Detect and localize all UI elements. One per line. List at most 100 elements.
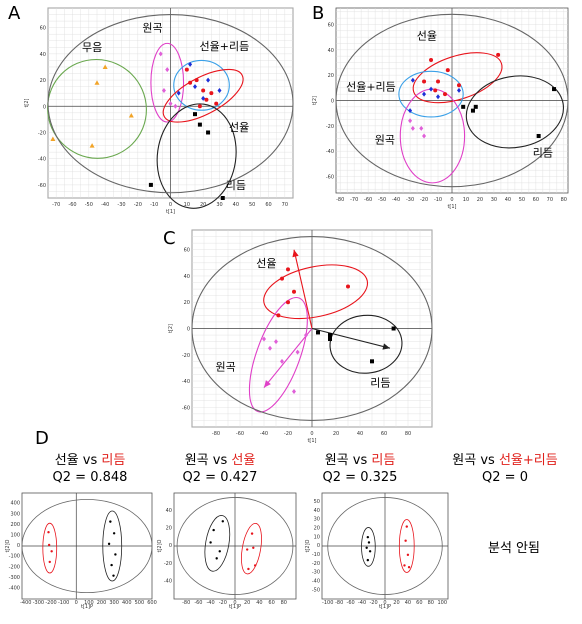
a-point-blue [206,77,211,83]
a-x-tick-label: 50 [249,202,255,208]
comparison-3-vs: vs [352,453,368,468]
d1-y-tick-label: 300 [10,511,20,517]
a-x-tick-label: -20 [134,202,142,208]
panel-letter-b: B [312,3,325,24]
c-x-tick-label: -20 [284,431,292,437]
d1-x-tick-label: -100 [58,600,69,606]
a-x-axis-label: t[1] [166,209,175,215]
c-arrowhead-red [292,249,299,258]
c-point-black [316,330,320,335]
d2-point-red [247,567,250,571]
a-point-red [188,80,193,85]
a-x-tick-label: -60 [68,202,76,208]
a-group-label: 무음 [82,41,102,54]
d2-point-black [215,557,218,560]
c-point-black [328,337,332,342]
d2-x-tick-label: 20 [244,600,250,606]
a-x-tick-label: -30 [117,202,125,208]
c-point-red [276,313,281,318]
c-point-pink [304,332,308,338]
comparison-4-q2: Q2 = 0 [482,470,528,485]
a-point-orange [102,64,108,69]
b-point-blue [422,91,427,97]
d3-y-tick-label: 30 [314,517,320,523]
d1-point-black [110,563,113,567]
d2-x-tick-label: -40 [207,600,215,606]
d3-ellipse-black [361,527,376,567]
d3-y-tick-label: 40 [314,508,320,514]
d2-ellipse-outer [176,497,294,595]
d2-x-tick-label: -60 [194,600,202,606]
panel-letter-a: A [8,3,21,24]
d1-point-black [112,532,116,535]
b-point-blue [408,108,413,114]
b-x-tick-label: -20 [420,197,428,203]
b-y-tick-label: -40 [326,149,334,155]
a-point-orange [128,112,134,118]
c-point-red [286,267,290,272]
a-ellipse-red [162,68,244,123]
a-group-label: 선율 [229,121,249,134]
b-group-label: 원곡 [375,134,395,147]
d1-y-tick-label: -100 [9,554,20,560]
b-x-tick-label: -40 [392,197,400,203]
d3-point-red [403,564,406,567]
b-x-tick-label: -80 [336,197,344,203]
a-y-axis-label: t[2] [24,98,30,107]
a-x-tick-label: 60 [265,202,271,208]
c-arrow-black [311,327,391,349]
d1-y-tick-label: -300 [9,575,20,581]
a-point-black [206,130,211,135]
comparison-4: 원곡 vs 선율+리듬 Q2 = 0 [430,452,580,486]
b-x-tick-label: 0 [450,197,453,203]
comparison-3-a: 원곡 [324,453,349,468]
a-x-tick-label: 70 [282,202,288,208]
d3-x-tick-label: -40 [358,600,366,606]
a-point-black [148,182,153,187]
d1-x-tick-label: -300 [33,600,44,606]
d1-ellipse-red [42,522,58,574]
d1-point-black [109,520,112,523]
d2-x-tick-label: 60 [268,600,274,606]
comparison-4-b: 선율+리듬 [498,453,558,468]
d3-point-black [367,541,371,544]
c-point-pink [262,336,266,342]
b-point-red [443,92,448,97]
d2-point-black [218,550,221,553]
b-x-tick-label: 60 [533,197,539,203]
b-point-red [496,52,501,57]
a-point-pink [158,51,163,57]
d3-point-black [366,535,370,539]
d3-x-tick-label: -100 [322,600,333,606]
c-x-tick-label: -40 [260,431,268,437]
comparison-2-b: 선율 [231,453,256,468]
comparison-1-q2: Q2 = 0.848 [52,470,128,485]
c-x-axis-label: t[1] [307,438,316,444]
d1-point-black [112,574,115,577]
d3-y-tick-label: 20 [314,525,320,531]
a-x-tick-label: 10 [184,202,190,208]
d3-point-red [406,553,410,557]
c-point-black [328,333,332,338]
d3-y-tick-label: 50 [314,499,320,505]
c-arrow-pink [263,328,313,388]
d1-x-tick-label: 500 [135,600,145,606]
chart-b: -80 -70 -60 -50 -40 -30 -20 -10 0 10 20 30 40 50 60 70 8… [312,7,569,210]
d1-x-tick-label: 100 [84,600,94,606]
a-group-label: 선율+리듬 [200,40,250,53]
b-point-red [445,68,450,73]
chart-c: -80 -60 -40 -20 0 20 40 60 80 -60 -40 -20 0 20 40 60 t[1… [168,229,433,444]
d3-x-axis-label: t[1]P [379,604,391,610]
b-point-pink [410,125,415,131]
d1-x-tick-label: 600 [147,600,157,606]
b-point-red [422,79,427,84]
c-arrow-red [293,249,313,329]
a-x-tick-label: 30 [216,202,222,208]
d1-x-tick-label: 300 [109,600,119,606]
d3-x-tick-label: -60 [347,600,355,606]
b-x-tick-label: 40 [505,197,511,203]
a-x-tick-label: 20 [200,202,206,208]
